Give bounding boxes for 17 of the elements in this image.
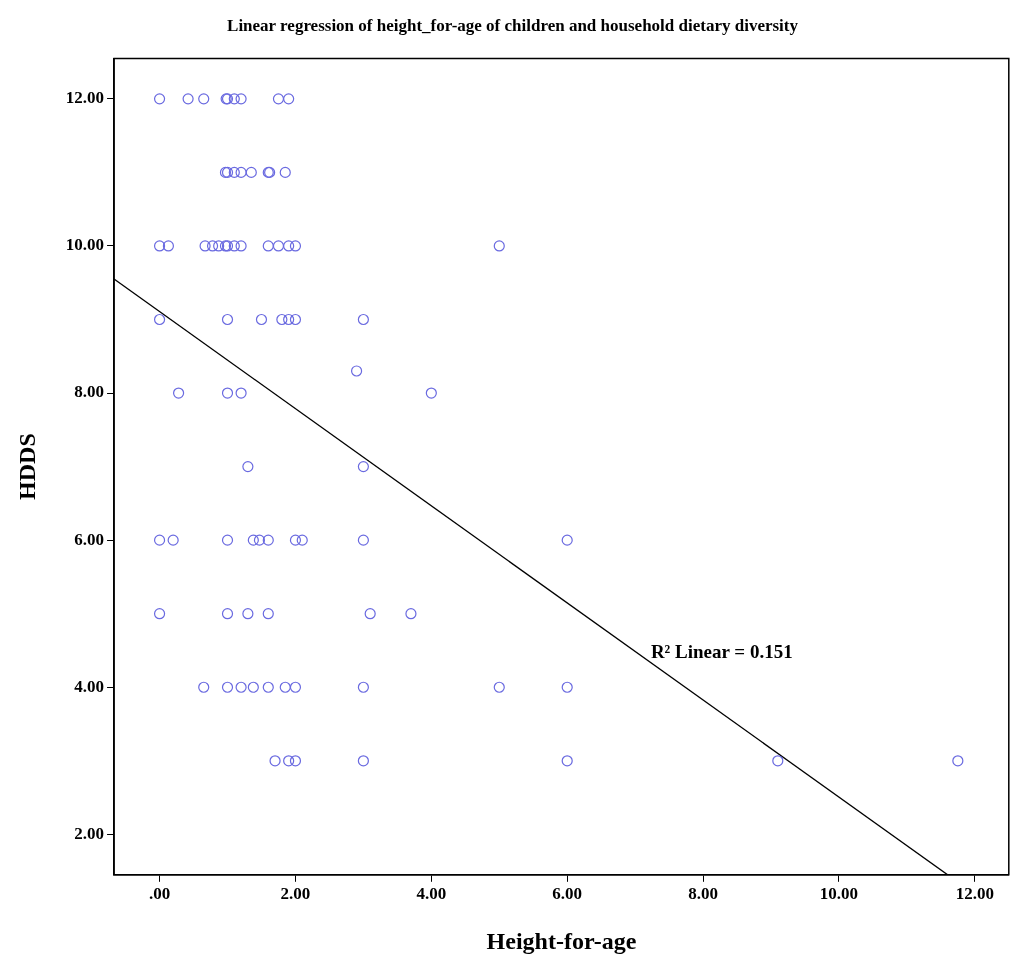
chart-title: Linear regression of height_for-age of children and household dietary diversity (227, 15, 799, 35)
x-axis-title: Height-for-age (486, 927, 637, 954)
x-tick-label: 2.00 (280, 884, 311, 904)
x-tick-label: 6.00 (552, 884, 583, 904)
y-axis-title: HDDS (13, 433, 40, 500)
x-tick-label: 10.00 (819, 884, 859, 904)
x-tick-label: 4.00 (416, 884, 447, 904)
y-tick-label: 10.00 (65, 235, 105, 255)
y-tick-label: 4.00 (74, 676, 105, 696)
y-tick-label: 2.00 (74, 823, 105, 843)
y-tick-label: 6.00 (74, 529, 105, 549)
x-tick-label: 8.00 (688, 884, 718, 904)
annotation: R² Linear = 0.151 (650, 640, 793, 662)
x-tick-label: 12.00 (955, 884, 994, 904)
x-tick-label: .00 (148, 884, 171, 904)
y-tick-label: 8.00 (74, 382, 105, 402)
y-tick-label: 12.00 (65, 88, 105, 108)
